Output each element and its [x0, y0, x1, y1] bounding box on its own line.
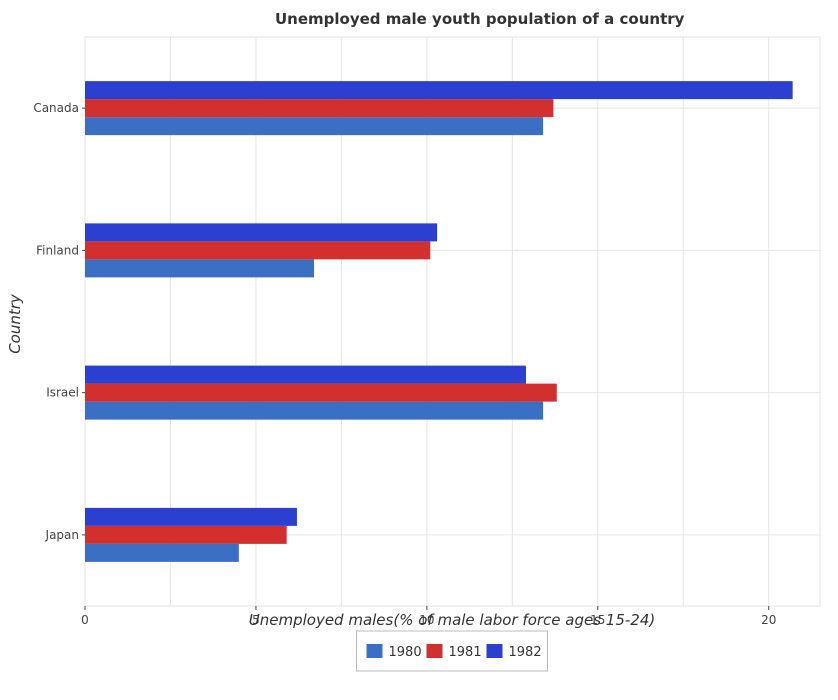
legend: 1980 1981 1982 [356, 630, 548, 672]
y-tick-label: Japan [45, 528, 79, 542]
bar-israel-1982 [85, 365, 526, 384]
bar-canada-1981 [85, 99, 554, 118]
legend-label-1982: 1982 [509, 645, 542, 660]
bar-israel-1981 [85, 383, 557, 402]
bar-israel-1980 [85, 401, 544, 420]
x-tick-label: 0 [81, 613, 89, 627]
x-tick-label: 10 [419, 613, 434, 627]
bar-japan-1982 [85, 507, 297, 526]
bar-finland-1981 [85, 241, 431, 260]
x-axis-label: Unemployed males(% of male labor force a… [249, 611, 656, 629]
bars-group [85, 81, 793, 562]
bar-finland-1980 [85, 259, 315, 278]
x-tick-label: 5 [252, 613, 260, 627]
legend-label-1980: 1980 [389, 645, 422, 660]
bar-japan-1981 [85, 525, 287, 544]
y-tick-label: Canada [33, 101, 79, 115]
y-tick-label: Israel [46, 386, 79, 400]
x-tick-labels: 0 5 10 15 20 [81, 606, 776, 627]
legend-swatch-1980 [366, 644, 383, 658]
bar-canada-1980 [85, 117, 544, 136]
y-tick-labels: Canada Finland Israel Japan [33, 101, 85, 542]
x-tick-label: 20 [761, 613, 776, 627]
bar-canada-1982 [85, 81, 793, 100]
x-tick-label: 15 [590, 613, 605, 627]
y-axis-label: Country [6, 293, 24, 354]
legend-swatch-1981 [426, 644, 443, 658]
chart-title: Unemployed male youth population of a co… [275, 10, 685, 28]
legend-box [356, 630, 548, 672]
legend-label-1981: 1981 [449, 645, 482, 660]
bar-japan-1980 [85, 543, 239, 562]
legend-swatch-1982 [486, 644, 503, 658]
bar-finland-1982 [85, 223, 438, 242]
y-tick-label: Finland [36, 243, 79, 257]
